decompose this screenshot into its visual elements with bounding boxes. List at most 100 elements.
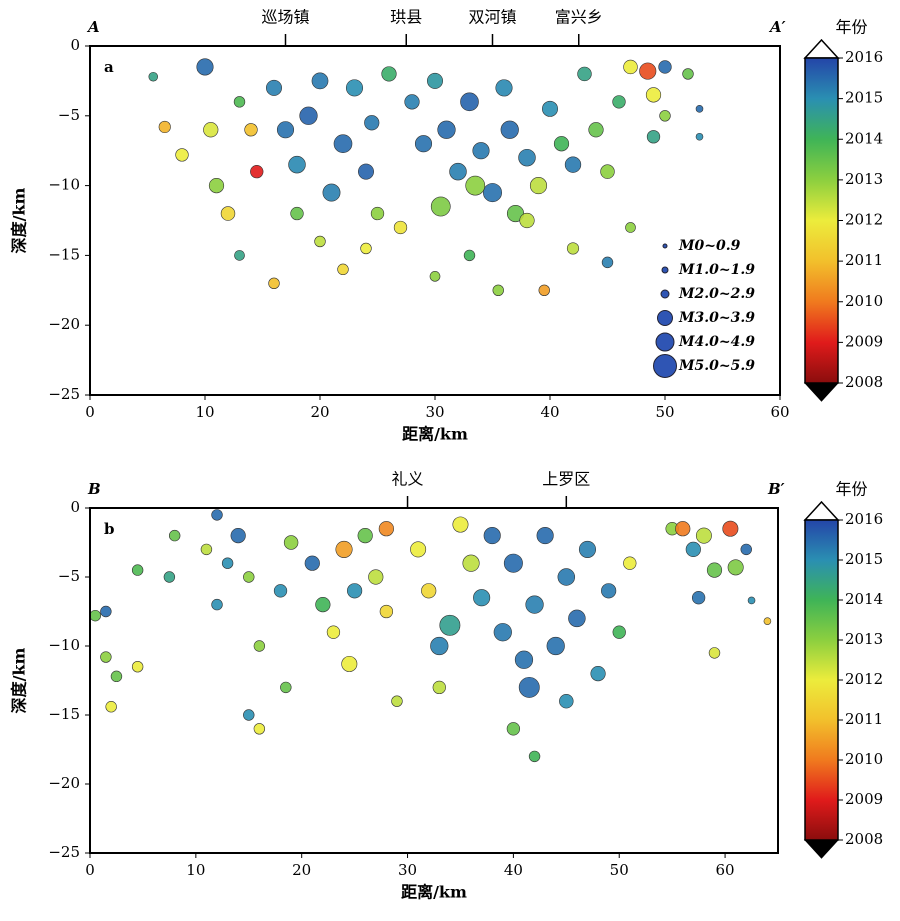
event bbox=[462, 554, 480, 572]
x-tick-label: 20 bbox=[292, 861, 311, 879]
x-axis-label: 距离/km bbox=[402, 425, 468, 444]
event bbox=[203, 122, 219, 138]
profile-start: A bbox=[86, 18, 100, 36]
event bbox=[695, 527, 712, 544]
event bbox=[266, 79, 282, 96]
event bbox=[410, 541, 427, 558]
y-tick-label: 0 bbox=[70, 36, 80, 54]
event bbox=[364, 115, 380, 131]
event bbox=[333, 134, 353, 154]
event bbox=[685, 541, 701, 558]
event bbox=[601, 256, 614, 269]
event bbox=[518, 148, 536, 167]
event bbox=[566, 242, 580, 255]
event bbox=[590, 665, 606, 682]
panel-label: a bbox=[104, 58, 114, 76]
event bbox=[623, 556, 637, 570]
town-label: 珙县 bbox=[390, 8, 422, 27]
event bbox=[439, 614, 461, 636]
event bbox=[196, 58, 214, 76]
event bbox=[682, 68, 694, 80]
legend-label: M3.0~3.9 bbox=[678, 310, 755, 326]
event bbox=[763, 617, 772, 625]
y-tick-label: −20 bbox=[48, 315, 80, 333]
colorbar-tick-label: 2016 bbox=[845, 510, 883, 528]
x-tick-label: 40 bbox=[504, 861, 523, 879]
event bbox=[577, 66, 592, 82]
colorbar-tick-label: 2009 bbox=[845, 790, 883, 808]
y-tick-label: 0 bbox=[70, 498, 80, 516]
event bbox=[414, 135, 433, 153]
event bbox=[706, 562, 723, 578]
event bbox=[559, 693, 574, 709]
event bbox=[253, 723, 266, 735]
colorbar-tick-label: 2014 bbox=[845, 590, 883, 608]
event bbox=[220, 206, 236, 221]
profile-end: B′ bbox=[767, 480, 785, 498]
event bbox=[345, 79, 364, 97]
colorbar-title: 年份 bbox=[835, 480, 867, 499]
event bbox=[519, 212, 535, 229]
event bbox=[315, 596, 331, 613]
colorbar-title: 年份 bbox=[835, 18, 867, 37]
colorbar-tick-label: 2010 bbox=[845, 292, 883, 310]
event bbox=[568, 609, 586, 628]
event bbox=[538, 284, 550, 296]
event bbox=[200, 543, 213, 556]
event bbox=[268, 277, 280, 290]
event bbox=[326, 625, 341, 639]
colorbar-tick-label: 2010 bbox=[845, 750, 883, 768]
legend-label: M5.0~5.9 bbox=[678, 358, 755, 374]
event bbox=[473, 589, 491, 607]
event bbox=[625, 222, 636, 233]
event bbox=[131, 564, 144, 576]
event bbox=[495, 79, 513, 97]
colorbar-tick-label: 2011 bbox=[845, 251, 883, 269]
colorbar-tick-label: 2011 bbox=[845, 710, 883, 728]
x-tick-label: 20 bbox=[310, 403, 329, 421]
event bbox=[695, 105, 704, 113]
event bbox=[211, 509, 223, 521]
y-tick-label: −20 bbox=[48, 774, 80, 792]
colorbar-tick-label: 2009 bbox=[845, 332, 883, 350]
event bbox=[695, 132, 704, 141]
event bbox=[244, 123, 258, 137]
event bbox=[368, 569, 384, 585]
event bbox=[506, 204, 525, 223]
colorbar-tick-label: 2008 bbox=[845, 830, 883, 848]
event bbox=[347, 583, 363, 599]
legend-marker bbox=[660, 289, 670, 299]
event bbox=[747, 596, 756, 605]
y-tick-label: −25 bbox=[48, 843, 80, 861]
colorbar-max bbox=[803, 38, 840, 59]
event bbox=[483, 527, 501, 545]
y-tick-label: −25 bbox=[48, 385, 80, 403]
event bbox=[105, 701, 117, 713]
x-tick-label: 0 bbox=[85, 861, 95, 879]
colorbar-tick-label: 2014 bbox=[845, 129, 883, 147]
event bbox=[542, 100, 558, 117]
y-axis-label: 深度/km bbox=[10, 648, 29, 714]
event bbox=[740, 543, 752, 556]
event bbox=[675, 521, 691, 537]
colorbar-tick-label: 2016 bbox=[845, 48, 883, 66]
colorbar-tick-label: 2013 bbox=[845, 170, 883, 188]
y-tick-label: −10 bbox=[48, 636, 80, 654]
event bbox=[381, 66, 397, 82]
colorbar bbox=[804, 519, 839, 841]
event bbox=[175, 148, 189, 162]
event bbox=[639, 62, 657, 80]
event bbox=[645, 87, 662, 103]
event bbox=[546, 636, 565, 656]
event bbox=[518, 676, 540, 698]
event bbox=[322, 183, 341, 202]
event bbox=[588, 122, 604, 138]
event bbox=[557, 568, 576, 586]
event bbox=[623, 59, 638, 75]
colorbar bbox=[804, 57, 839, 384]
event bbox=[378, 521, 394, 537]
y-tick-label: −10 bbox=[48, 176, 80, 194]
legend-label: M2.0~2.9 bbox=[678, 286, 755, 302]
y-tick-label: −5 bbox=[58, 106, 80, 124]
event bbox=[243, 709, 255, 721]
